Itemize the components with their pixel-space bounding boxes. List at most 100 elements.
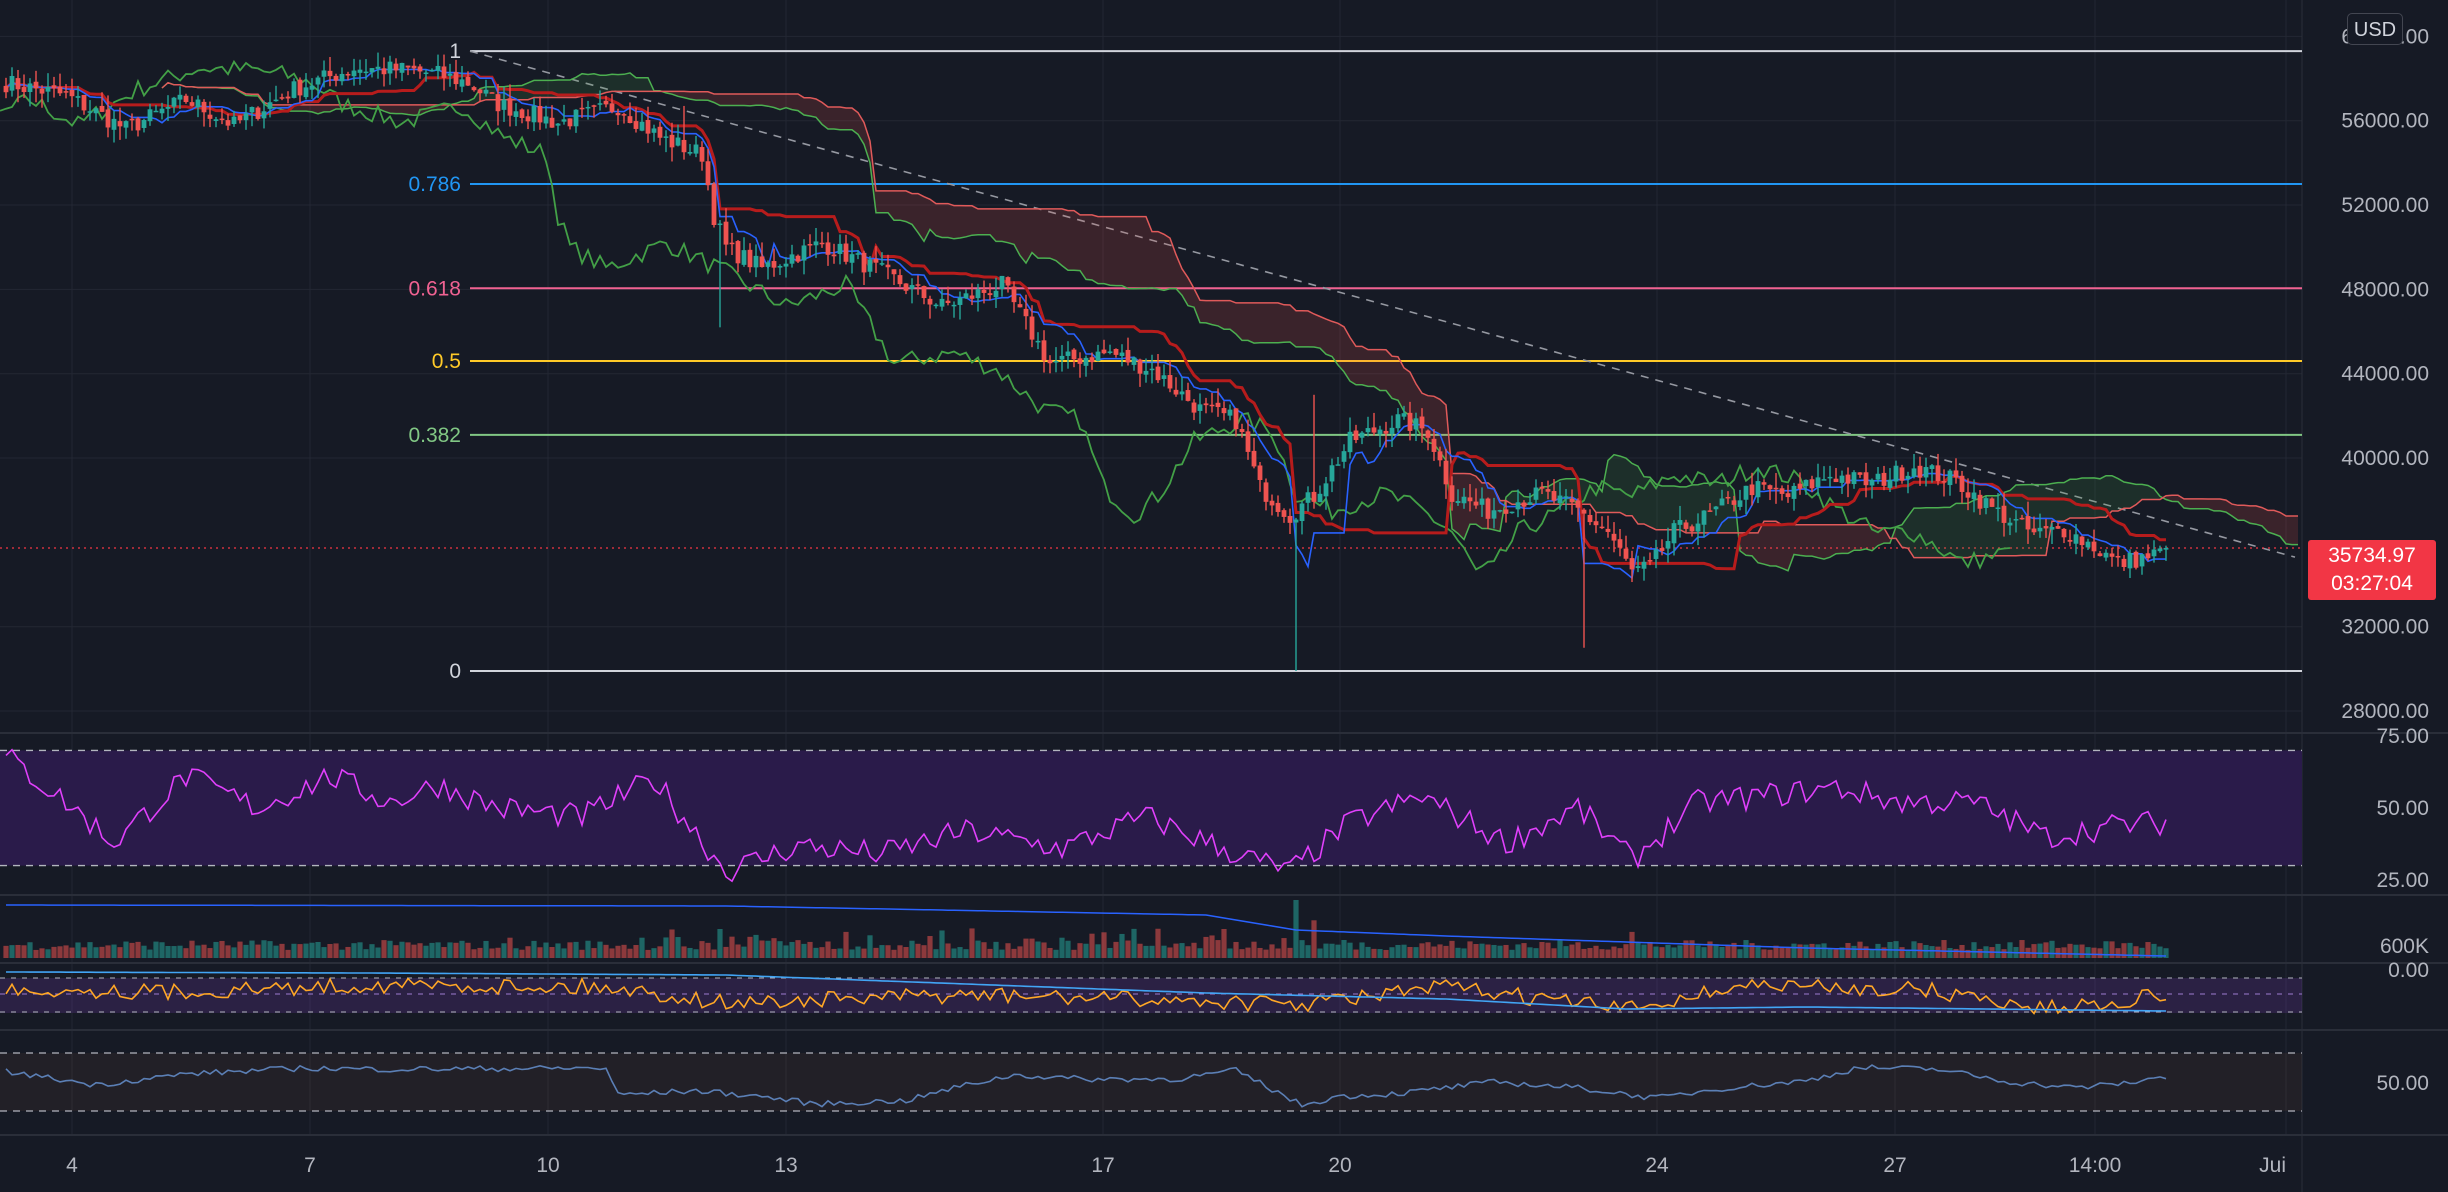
candle-body [261, 111, 267, 119]
fib-level-label: 0.382 [408, 424, 461, 447]
volume-bar [1515, 944, 1521, 958]
candle-body [1905, 475, 1911, 479]
candle-body [255, 107, 261, 119]
cloud-segment [1254, 302, 1260, 344]
volume-bar [363, 949, 369, 958]
cloud-segment [1776, 521, 1782, 569]
volume-bar [1083, 943, 1089, 958]
volume-bar [1215, 940, 1221, 958]
candle-body [1209, 404, 1215, 407]
volume-bar [2163, 948, 2169, 958]
volume-bar [1929, 946, 1935, 958]
candle-body [1479, 498, 1485, 505]
cloud-segment [2100, 475, 2106, 518]
currency-button[interactable]: USD [2347, 13, 2403, 45]
volume-bar [1065, 940, 1071, 958]
volume-bar [921, 945, 927, 958]
rsi-tick: 75.00 [2376, 725, 2429, 748]
volume-bar [651, 948, 657, 958]
volume-bar [1815, 944, 1821, 958]
candle-body [879, 263, 885, 265]
volume-bar [987, 948, 993, 958]
time-axis[interactable]: 4 7 10 13 17 20 24 27 14:00 Jui [66, 1154, 2286, 1177]
volume-bar [1827, 948, 1833, 958]
cloud-segment [396, 104, 402, 114]
volume-bar [495, 947, 501, 958]
cloud-segment [312, 104, 318, 114]
candle-body [321, 70, 327, 77]
volume-bar [915, 943, 921, 958]
cloud-segment [408, 104, 414, 116]
fibonacci-retracement[interactable]: 1 0.786 0.618 0.5 0.382 0 [0, 40, 2302, 683]
cloud-segment [2142, 484, 2148, 500]
candle-body [531, 105, 537, 123]
cloud-segment [1470, 473, 1476, 525]
candle-body [1095, 351, 1101, 361]
cloud-segment [852, 108, 858, 135]
volume-bar [345, 946, 351, 958]
volume-bar [57, 946, 63, 958]
price-axis[interactable]: 60000.0056000.0052000.0048000.0044000.00… [2341, 25, 2429, 1095]
candle-body [21, 87, 27, 93]
volume-bar [303, 943, 309, 958]
volume-bar [2151, 943, 2157, 958]
volume-bar [729, 936, 735, 958]
indicator-panes[interactable] [0, 748, 2302, 1112]
volume-bar [1269, 944, 1275, 958]
volume-bar [45, 949, 51, 958]
candle-body [1437, 451, 1443, 461]
macd-tick: 0.00 [2388, 959, 2429, 982]
candle-body [819, 242, 825, 245]
candle-body [357, 69, 363, 73]
candle-body [9, 76, 15, 91]
candle-body [1785, 493, 1791, 498]
candle-body [381, 68, 387, 75]
cloud-segment [2082, 477, 2088, 519]
cloud-segment [1062, 208, 1068, 271]
cloud-segment [2028, 484, 2034, 556]
volume-bar [471, 949, 477, 958]
volume-bar [1557, 940, 1563, 958]
cloud-segment [1320, 316, 1326, 355]
candle-body [81, 94, 87, 111]
candle-body [717, 223, 723, 226]
time-tick: Jui [2259, 1154, 2286, 1177]
cloud-segment [630, 72, 636, 92]
volume-bar [975, 940, 981, 958]
volume-bar [1359, 942, 1365, 958]
candle-body [39, 88, 45, 94]
candle-body [2097, 553, 2103, 557]
candle-body [2013, 519, 2019, 521]
volume-bar [1863, 946, 1869, 958]
volume-bar [1923, 944, 1929, 958]
cloud-segment [594, 73, 600, 95]
cloud-segment [1374, 349, 1380, 391]
price-tick: 28000.00 [2341, 700, 2429, 723]
time-tick: 24 [1645, 1154, 1669, 1177]
candle-body [165, 106, 171, 109]
candle-body [1203, 403, 1209, 406]
volume-bar [1323, 943, 1329, 958]
candle-body [1215, 402, 1221, 408]
volume-bar [669, 929, 675, 958]
cloud-segment [888, 190, 894, 221]
volume-bar [1497, 945, 1503, 958]
candlestick-series[interactable] [3, 52, 2169, 671]
cloud-segment [1272, 302, 1278, 343]
candle-body [1617, 539, 1623, 548]
candle-body [1335, 464, 1341, 466]
candle-body [789, 254, 795, 264]
cloud-segment [2196, 498, 2202, 509]
cloud-segment [1086, 214, 1092, 281]
cloud-segment [516, 85, 522, 100]
cloud-segment [1920, 507, 1926, 558]
cloud-segment [1302, 310, 1308, 347]
candle-body [657, 126, 663, 138]
volume-bar [201, 944, 207, 958]
volume-bar [543, 942, 549, 958]
candle-body [1707, 510, 1713, 512]
candle-body [1377, 429, 1383, 435]
volume-bar [465, 942, 471, 958]
volume-bar [453, 942, 459, 958]
